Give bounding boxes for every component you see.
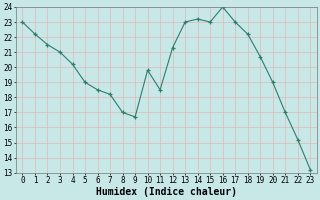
X-axis label: Humidex (Indice chaleur): Humidex (Indice chaleur) [96,186,237,197]
